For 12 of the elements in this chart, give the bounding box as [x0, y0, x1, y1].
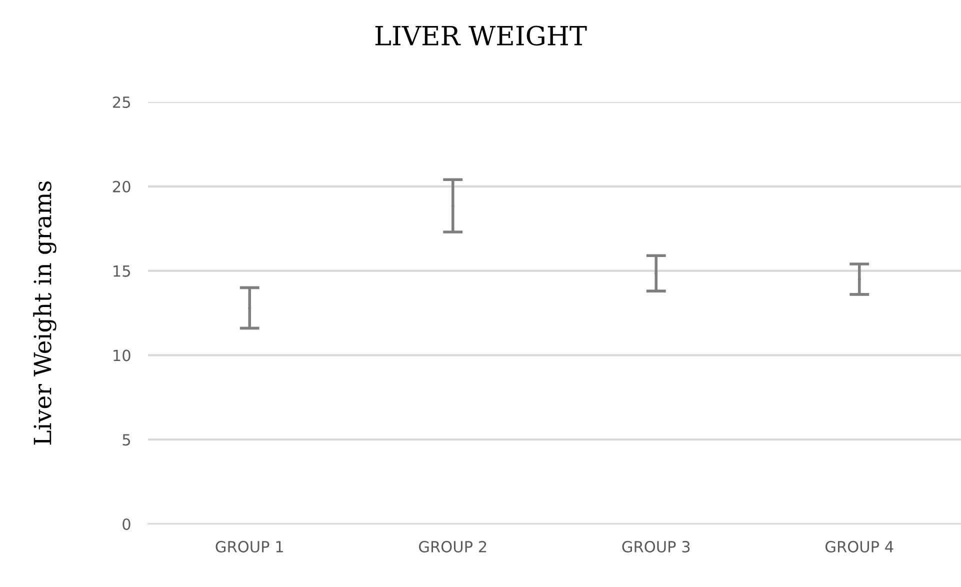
- y-tick-label: 10: [114, 350, 130, 362]
- x-tick-label: GROUP 4: [826, 540, 894, 552]
- y-tick-label: 25: [113, 96, 130, 108]
- x-tick-label: GROUP 2: [419, 540, 486, 552]
- y-axis-title: Liver Weight in grams: [33, 181, 56, 445]
- x-tick-label: GROUP 3: [622, 540, 690, 552]
- y-tick-label: 5: [122, 434, 130, 446]
- x-tick-label: GROUP 1: [216, 540, 283, 552]
- y-tick-label: 20: [113, 180, 130, 192]
- chart-title: LIVER WEIGHT: [375, 26, 587, 46]
- y-tick-label: 15: [114, 265, 130, 277]
- y-tick-label: 0: [122, 518, 130, 530]
